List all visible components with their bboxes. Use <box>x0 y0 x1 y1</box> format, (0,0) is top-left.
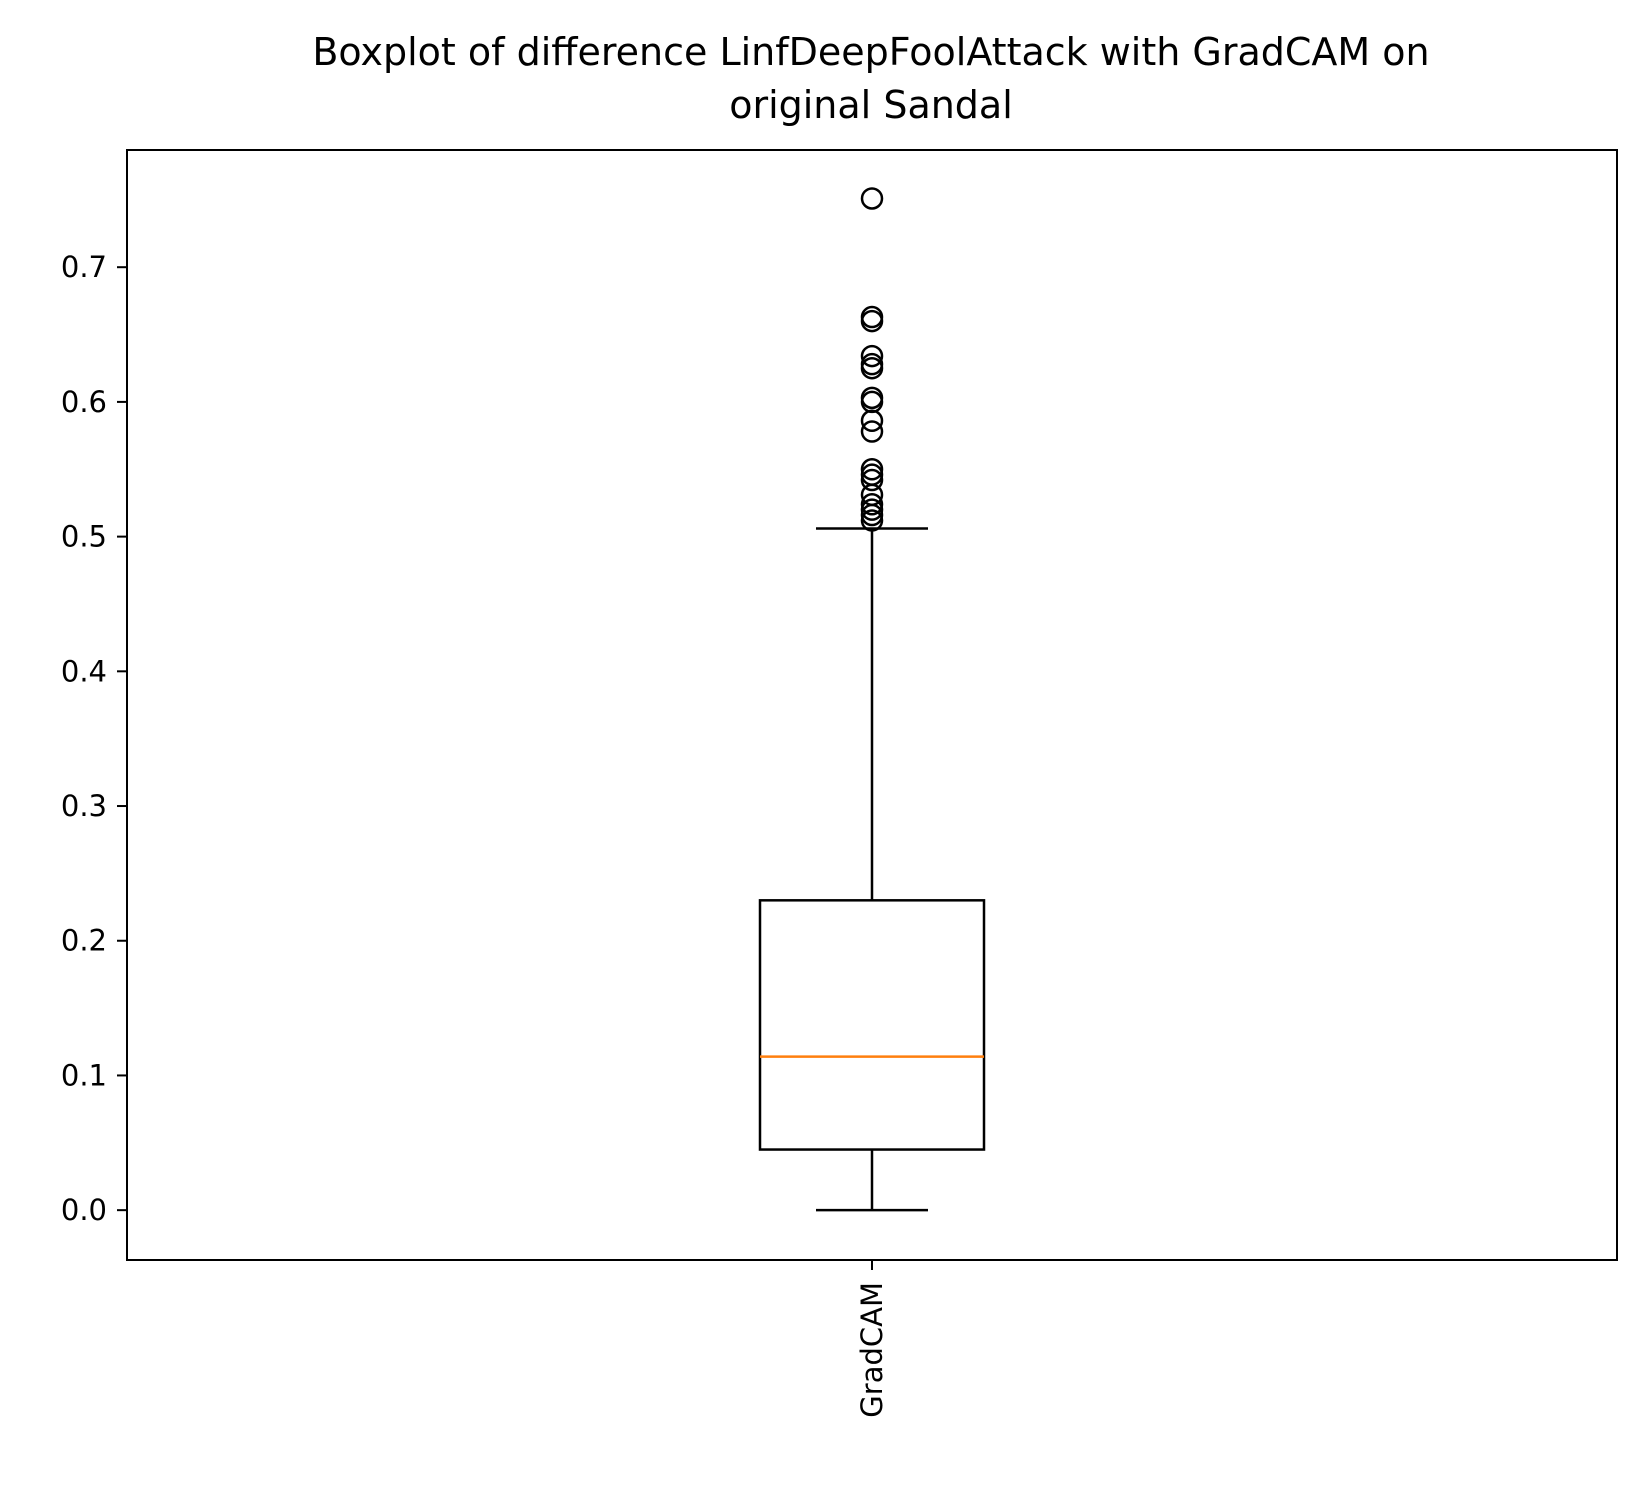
x-tick-label: GradCAM <box>855 1282 889 1418</box>
outlier-point <box>860 468 884 492</box>
outlier-point <box>860 420 884 443</box>
chart-title-line-1: Boxplot of difference LinfDeepFoolAttack… <box>312 30 1429 74</box>
outlier-point <box>860 463 884 486</box>
outlier-point <box>860 305 884 329</box>
box-series <box>758 187 986 1212</box>
outlier-point <box>860 493 884 516</box>
outlier-point <box>860 458 884 481</box>
outlier-point <box>860 498 884 521</box>
outlier-point <box>860 344 884 368</box>
outlier-point <box>860 352 884 376</box>
y-tick-label: 0.7 <box>61 250 107 284</box>
outlier-point <box>860 187 884 210</box>
y-tick-label: 0.6 <box>61 385 107 419</box>
y-tick-label: 0.4 <box>61 654 107 688</box>
y-axis: 0.0 0.1 0.2 0.3 0.4 0.5 0.6 0.7 <box>61 250 127 1227</box>
y-tick-label: 0.1 <box>61 1058 107 1092</box>
y-tick-label: 0.0 <box>61 1193 107 1227</box>
y-tick-label: 0.5 <box>61 520 107 554</box>
outlier-point <box>860 509 884 532</box>
x-axis: GradCAM <box>855 1260 889 1418</box>
chart-title: Boxplot of difference LinfDeepFoolAttack… <box>312 30 1429 127</box>
y-tick-label: 0.3 <box>61 789 107 823</box>
y-tick-label: 0.2 <box>61 924 107 958</box>
outlier-point <box>860 386 884 410</box>
chart-title-line-2: original Sandal <box>729 83 1013 127</box>
iqr-box <box>758 899 986 1151</box>
